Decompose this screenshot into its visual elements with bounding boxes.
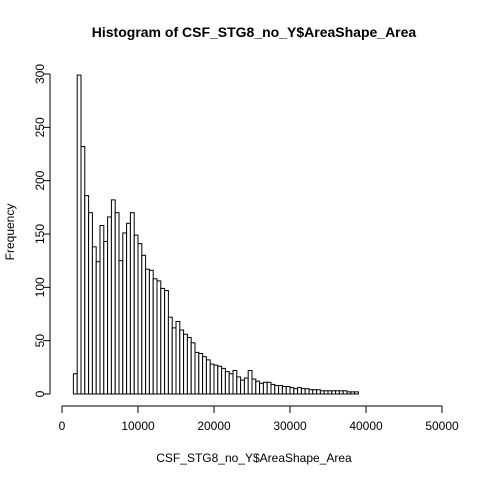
y-tick-label: 0 [33,390,47,397]
x-tick-label: 20000 [197,419,231,433]
histogram-bar [179,329,185,395]
histogram-bar [338,390,344,395]
histogram-bar [88,212,93,395]
histogram-bar [228,373,234,395]
y-tick-label: 50 [33,334,47,348]
histogram-bar [152,278,158,395]
histogram-bar [198,352,204,395]
y-tick-label: 250 [33,117,47,137]
histogram-bar [236,376,242,395]
histogram-bar [122,232,128,395]
x-tick-label: 10000 [121,419,155,433]
histogram-bar [217,365,223,395]
histogram-bar [323,390,329,395]
histogram-bar [327,390,333,395]
histogram-bar [107,216,112,395]
histogram-bar [72,373,78,395]
histogram-bar [183,333,188,395]
histogram-bar [129,212,135,395]
histogram-bar [224,371,230,395]
histogram-bar [84,195,90,395]
histogram-bar [164,290,169,395]
histogram-bar [274,384,280,395]
histogram-bar [255,380,261,395]
histogram-bar [167,316,173,395]
histogram-bar [247,370,253,395]
y-tick-label: 300 [33,64,47,84]
histogram-bar [190,342,196,395]
histogram-bar [354,391,359,395]
histogram-bar [251,378,257,395]
chart-title: Histogram of CSF_STG8_no_Y$AreaShape_Are… [92,24,417,40]
histogram-bar [335,390,340,395]
histogram-bar [194,351,200,395]
x-tick-label: 30000 [273,419,307,433]
x-axis-label: CSF_STG8_no_Y$AreaShape_Area [156,451,352,465]
histogram-bar [213,364,219,395]
histogram-bar [304,388,310,395]
histogram-bar [171,327,177,395]
histogram-bar [331,390,337,395]
histogram-bar [175,320,181,395]
histogram-bar [76,74,82,395]
histogram-bar [259,382,264,395]
histogram-bar [243,377,249,395]
histogram-bar [133,234,139,395]
histogram-bar [262,381,268,395]
histogram-bar [118,260,124,395]
histogram-bar [91,246,97,395]
histogram-bar [350,391,356,395]
x-tick-label: 50000 [425,419,459,433]
histogram-bar [205,359,211,395]
histogram-bar [308,389,314,395]
histogram-bar [160,287,166,395]
histogram-bar [346,391,352,395]
histogram-bar [99,224,105,395]
histogram-bar [137,243,143,395]
histogram-bar [148,269,154,395]
histogram-bar [240,379,245,395]
histogram-bar [141,254,147,395]
histogram-bar [95,261,101,395]
y-axis-label: Frequency [3,204,17,261]
histogram-bar [300,388,306,395]
x-tick-label: 40000 [349,419,383,433]
histogram-bar [156,280,162,395]
histogram-bar [186,336,192,395]
histogram-bar [232,370,238,395]
histogram-bar [110,199,116,395]
y-tick-label: 150 [33,224,47,244]
y-tick-label: 100 [33,277,47,297]
histogram-bar [270,383,276,395]
histogram-bar [285,386,291,395]
y-axis: 0 50 100 150 200 250 300 [33,64,51,397]
histogram-bar [202,356,207,395]
histogram-bar [293,388,299,395]
histogram-bar [266,381,272,395]
histogram-bar [319,390,325,395]
histogram-bar [281,386,287,395]
histogram-bar [103,240,109,395]
x-axis: 0 10000 20000 30000 40000 50000 [59,405,459,433]
histogram-bar [278,384,283,395]
histogram-bar [316,389,321,395]
histogram-bar [221,367,226,395]
x-tick-label: 0 [59,419,66,433]
y-tick-label: 200 [33,170,47,190]
histogram-bar [126,222,131,395]
histogram-bar [297,387,302,395]
histogram-bar [209,363,215,395]
histogram-bar [145,268,150,395]
histogram-bar [114,212,120,395]
histogram-bar [289,387,295,395]
histogram-bar [80,146,86,395]
histogram-bar [342,390,348,395]
histogram-bar [312,389,318,395]
histogram-bars [72,74,359,395]
